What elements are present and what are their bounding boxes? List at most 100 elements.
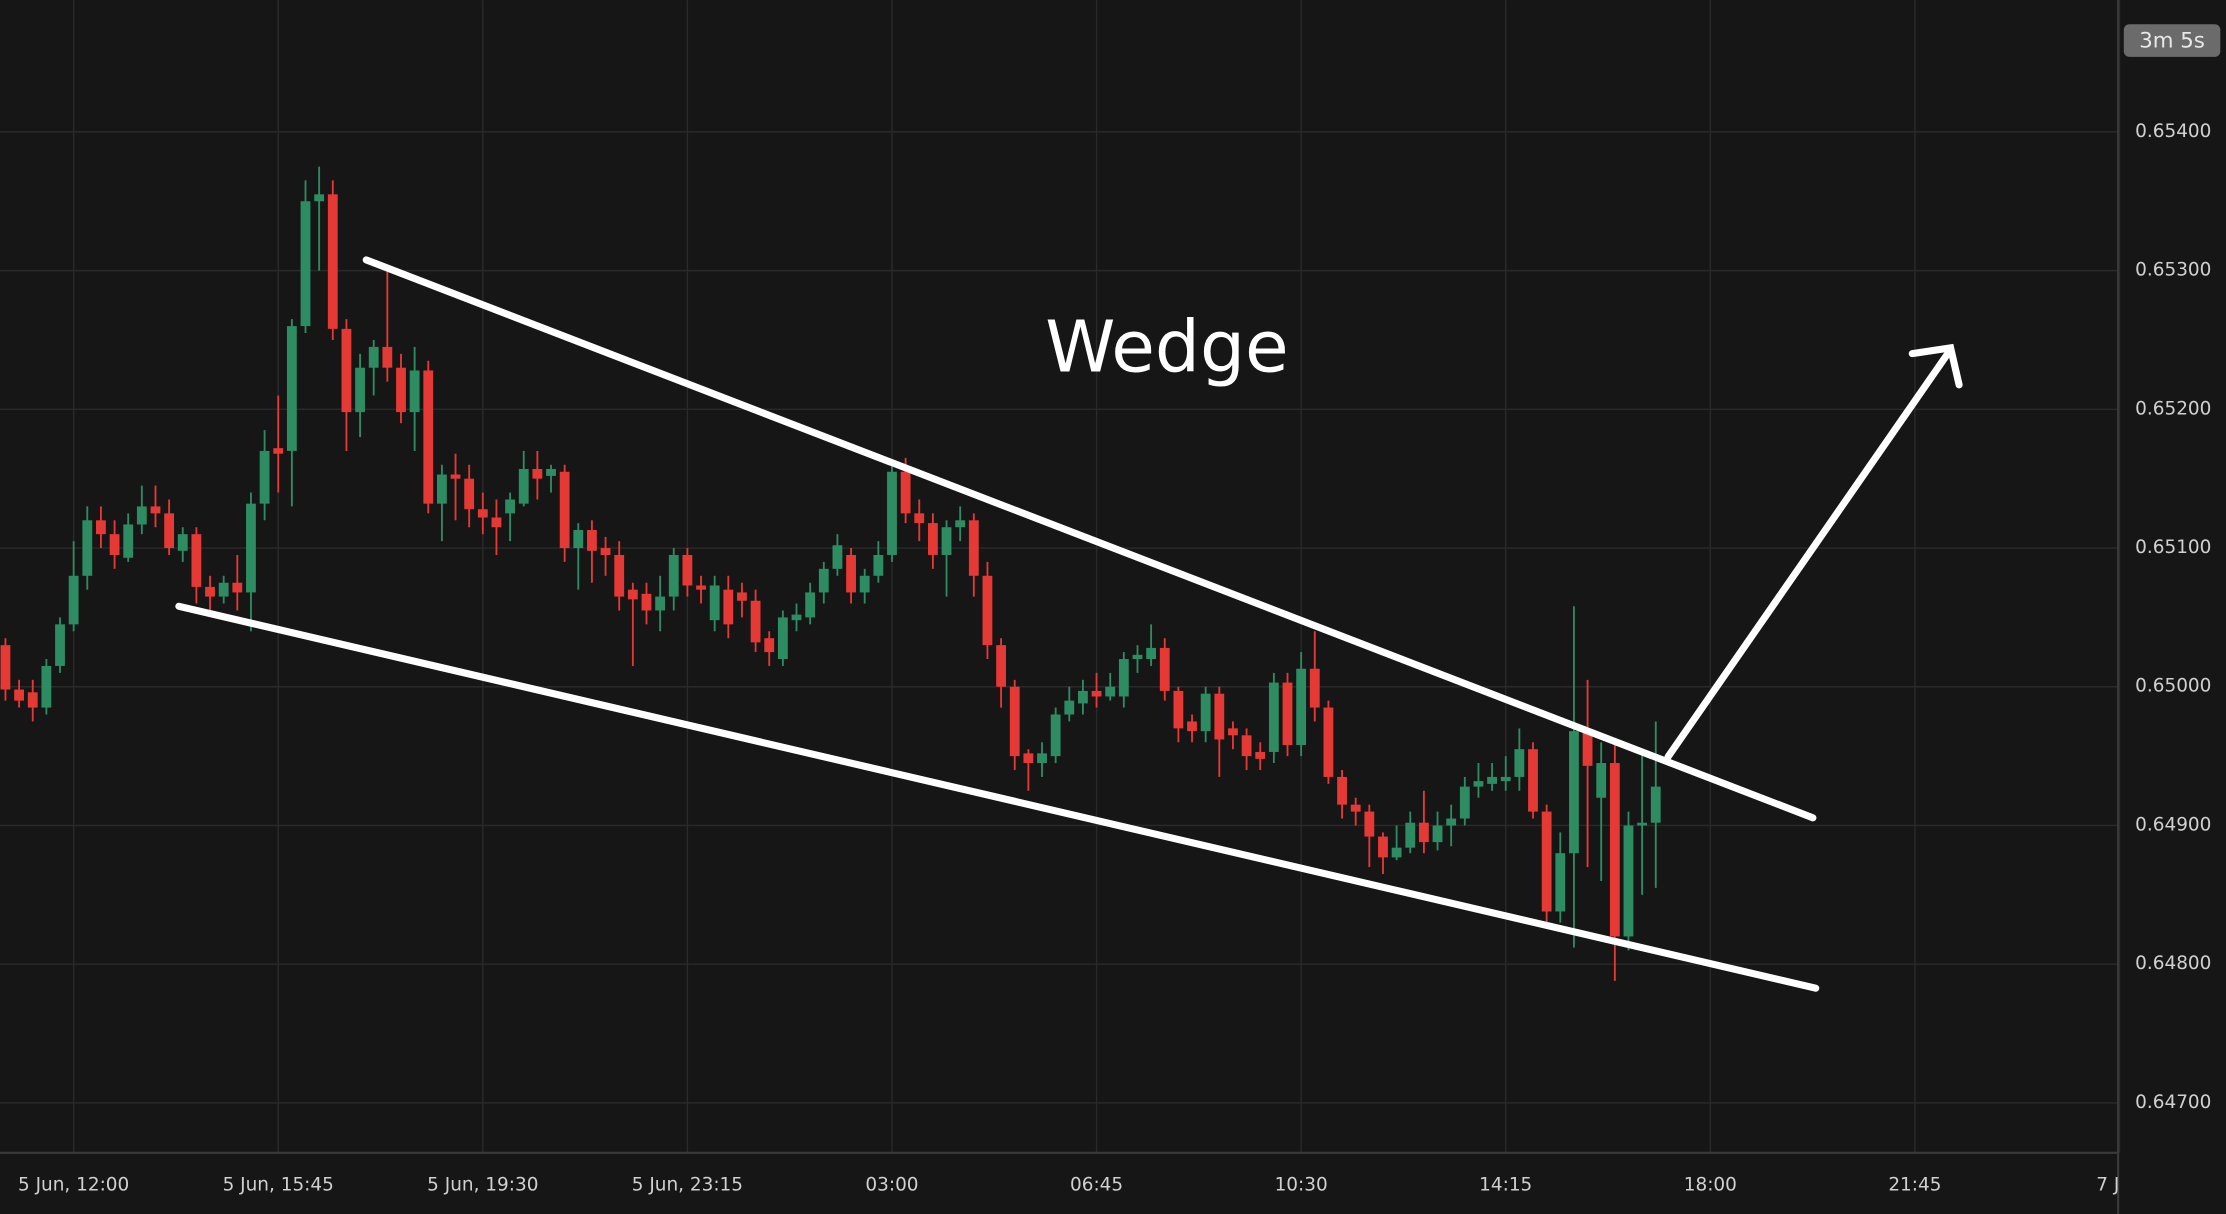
candle-body — [368, 346, 379, 368]
candle-body — [1473, 781, 1484, 787]
candle-body — [1200, 693, 1211, 732]
drawings — [175, 256, 1963, 992]
candle-body — [1350, 804, 1361, 812]
x-tick-label: 03:00 — [865, 1175, 918, 1196]
candle-body — [1432, 825, 1443, 843]
candle-body — [41, 665, 52, 708]
candle-body — [887, 471, 897, 555]
candle-body — [1650, 786, 1661, 823]
candle-body — [996, 645, 1006, 687]
candle-body — [1255, 751, 1266, 759]
countdown-text: 3m 5s — [2139, 28, 2205, 53]
candle-body — [546, 468, 556, 476]
candle-body — [764, 638, 775, 653]
x-tick-label: 14:15 — [1479, 1175, 1532, 1196]
candle-body — [68, 575, 79, 625]
candle-body — [1146, 647, 1157, 660]
candle-body — [1391, 847, 1402, 858]
candle-body — [1637, 822, 1648, 826]
candle-body — [382, 346, 393, 368]
candle-body — [1241, 735, 1252, 757]
candle-body — [982, 575, 993, 646]
x-tick-label: 5 Jun, 15:45 — [223, 1175, 334, 1196]
candle-body — [1159, 647, 1170, 691]
candle-body — [1418, 822, 1429, 843]
x-tick-label: 7 Jun — [2096, 1175, 2142, 1196]
candle-body — [709, 585, 720, 621]
candle-body — [627, 589, 638, 600]
candle-body — [505, 499, 516, 514]
candle-body — [573, 530, 584, 549]
candle-body — [232, 582, 243, 593]
candle-body — [82, 520, 93, 576]
candle-body — [1364, 811, 1375, 837]
candle-body — [205, 586, 215, 597]
candle-body — [532, 468, 543, 479]
candle-body — [1037, 753, 1047, 764]
y-tick-label: 0.64700 — [2135, 1092, 2211, 1113]
x-tick-label: 10:30 — [1275, 1175, 1328, 1196]
candle-body — [1582, 731, 1593, 766]
y-tick-label: 0.65100 — [2135, 537, 2211, 558]
x-tick-label: 5 Jun, 12:00 — [18, 1175, 129, 1196]
candle-body — [600, 548, 611, 555]
candle-body — [0, 645, 11, 690]
countdown-badge — [2123, 24, 2221, 57]
candle-body — [123, 524, 134, 558]
candle-body — [655, 596, 666, 611]
candle-body — [641, 593, 652, 611]
candle-body — [136, 506, 147, 525]
candle-body — [164, 513, 175, 549]
candle-body — [1105, 686, 1116, 697]
candle-body — [1609, 763, 1620, 937]
candle-body — [477, 509, 488, 518]
candle-body — [1091, 690, 1102, 697]
candle-body — [423, 370, 434, 504]
candle-body — [1459, 786, 1470, 819]
candle-body — [1296, 668, 1307, 746]
candle-body — [491, 517, 502, 528]
candle-body — [96, 520, 106, 535]
candle-body — [1569, 731, 1579, 854]
candle-body — [873, 554, 884, 576]
candle-body — [109, 534, 120, 555]
wedge-label: Wedge — [1045, 306, 1288, 389]
candle-body — [14, 689, 25, 701]
candle-body — [436, 474, 447, 504]
candle-body — [191, 534, 202, 587]
candle-body — [1064, 700, 1075, 715]
candle-body — [1596, 763, 1607, 798]
candle-body — [832, 545, 843, 569]
candle-body — [737, 592, 747, 601]
candle-body — [859, 575, 870, 593]
candle-body — [1487, 776, 1497, 784]
y-tick-label: 0.65000 — [2135, 676, 2211, 697]
x-tick-label: 5 Jun, 19:30 — [427, 1175, 538, 1196]
wedge-upper-line — [362, 256, 1817, 822]
candle-body — [327, 194, 338, 329]
candle-body — [300, 201, 311, 327]
candle-body — [914, 513, 925, 524]
candle-body — [1187, 721, 1197, 732]
candle-body — [150, 506, 161, 514]
candle-body — [450, 474, 461, 479]
wedge-lower-line — [175, 602, 1820, 992]
candle-body — [177, 534, 188, 551]
x-tick-label: 21:45 — [1888, 1175, 1941, 1196]
y-tick-label: 0.64800 — [2135, 953, 2211, 974]
candle-body — [1514, 749, 1525, 777]
x-tick-label: 5 Jun, 23:15 — [632, 1175, 743, 1196]
candle-body — [27, 692, 38, 708]
breakout-arrow — [1664, 350, 1952, 761]
grid — [0, 0, 2121, 1153]
candle-body — [396, 367, 406, 413]
candle-body — [314, 194, 325, 202]
candle-body — [1500, 776, 1511, 782]
candle-body — [846, 554, 856, 593]
candle-body — [1528, 749, 1538, 812]
candle-body — [518, 468, 529, 504]
candle-body — [1228, 728, 1238, 736]
